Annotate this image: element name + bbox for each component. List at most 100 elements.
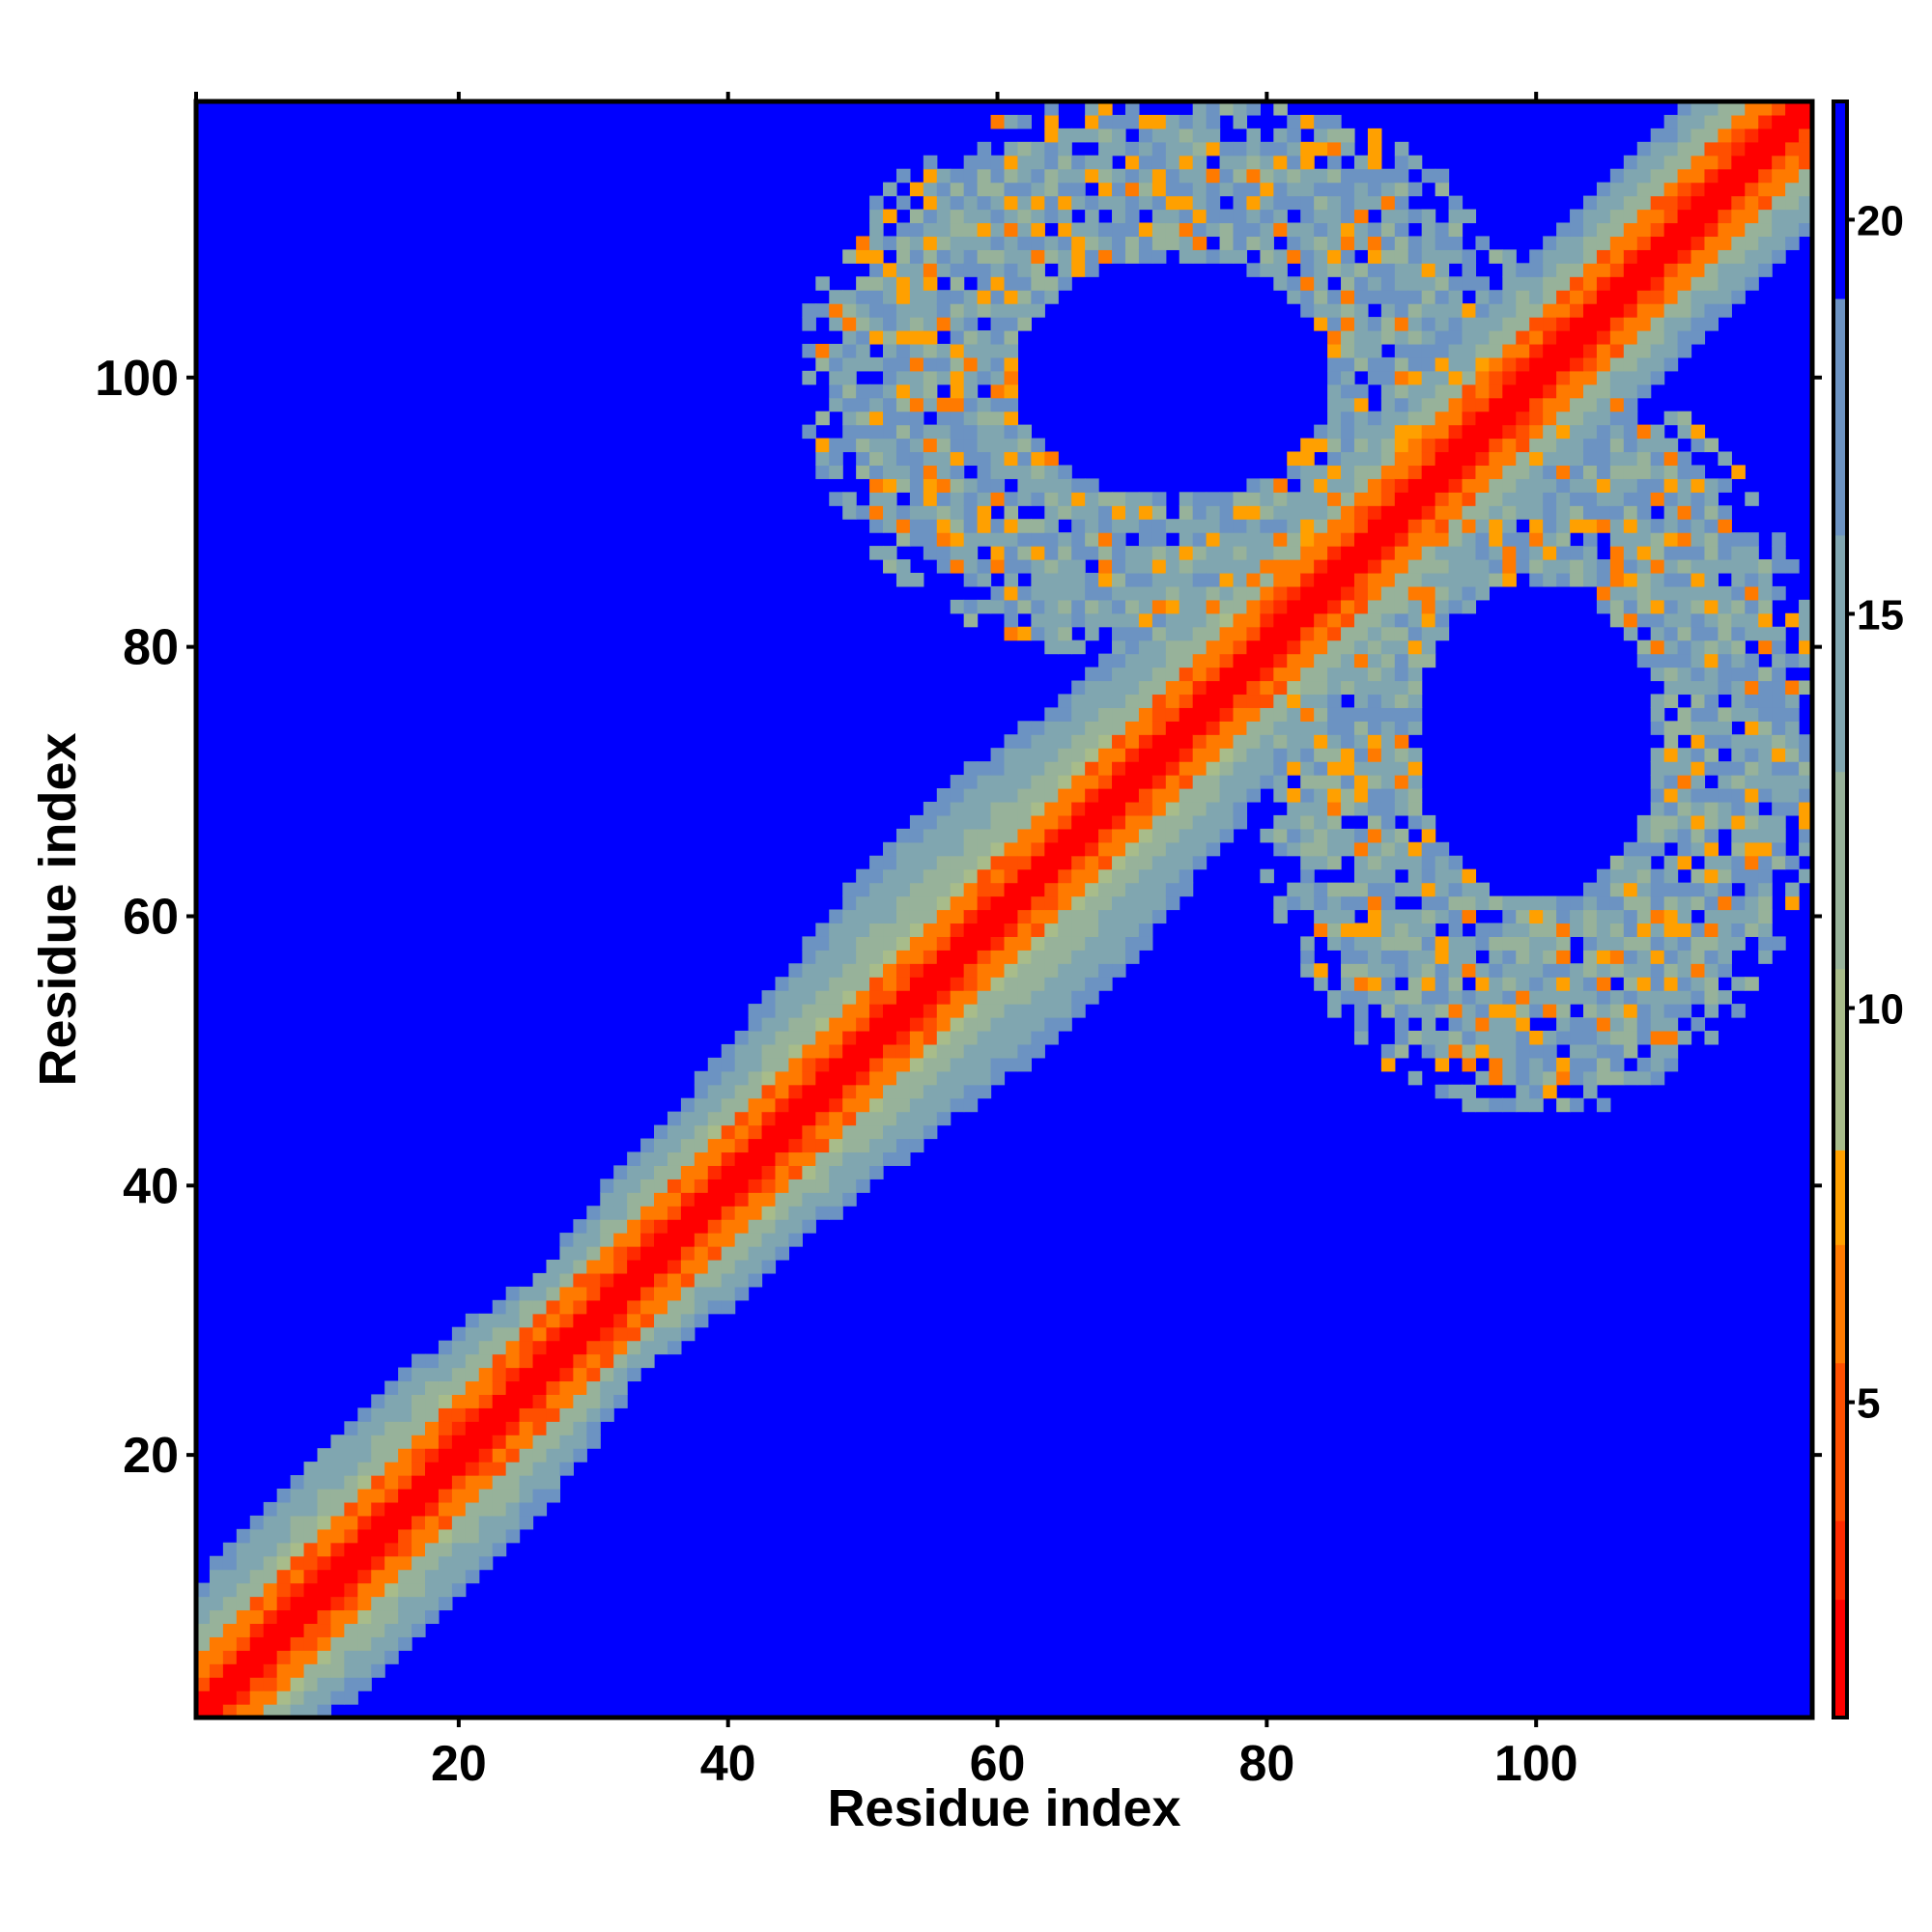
heatmap-cell [1004,303,1019,318]
heatmap-cell [977,330,992,345]
heatmap-cell [1314,249,1328,264]
heatmap-cell [883,465,897,479]
heatmap-cell [1017,290,1032,304]
heatmap-cell [546,1448,561,1463]
heatmap-cell [829,317,843,331]
heatmap-cell [883,343,897,358]
heatmap-cell [1663,963,1679,978]
heatmap-cell [1745,721,1759,735]
heatmap-cell [1650,438,1665,453]
heatmap-cell [1650,317,1665,331]
heatmap-cell [1273,546,1288,560]
heatmap-cell [1112,936,1126,951]
heatmap-cell [1192,546,1208,560]
heatmap-cell [775,1179,790,1193]
heatmap-cell [425,1462,440,1476]
heatmap-cell [1300,895,1315,911]
heatmap-cell [451,1448,467,1463]
heatmap-cell [330,1636,345,1651]
heatmap-cell [895,963,911,978]
heatmap-cell [734,1124,750,1140]
heatmap-cell [1380,397,1396,412]
heatmap-cell [1475,559,1490,574]
heatmap-cell [1367,438,1382,453]
heatmap-cell [1663,263,1679,277]
heatmap-cell [1367,855,1382,870]
heatmap-cell [1704,182,1719,197]
heatmap-cell [1327,290,1342,304]
heatmap-cell [586,1435,601,1449]
heatmap-cell [1085,882,1099,897]
heatmap-cell [1314,895,1328,911]
heatmap-cell [1636,465,1652,479]
y-tick-label: 60 [123,889,179,945]
heatmap-cell [1138,236,1153,250]
heatmap-cell [640,1219,655,1234]
heatmap-cell [1650,356,1665,372]
heatmap-cell [1529,343,1544,358]
heatmap-cell [990,303,1006,318]
heatmap-cell [1677,276,1692,291]
heatmap-cell [1085,532,1099,547]
heatmap-cell [909,990,924,1005]
heatmap-cell [1609,1030,1625,1045]
heatmap-cell [1300,761,1315,776]
heatmap-cell [1529,249,1544,264]
heatmap-cell [1623,478,1638,493]
heatmap-cell [936,1030,952,1045]
heatmap-cell [1596,585,1611,601]
heatmap-cell [1799,101,1813,116]
heatmap-cell [1609,356,1625,372]
heatmap-cell [977,775,992,789]
heatmap-cell [1570,572,1584,587]
heatmap-cell [398,1394,412,1408]
heatmap-cell [1058,977,1072,991]
heatmap-cell [532,1475,548,1490]
heatmap-cell [303,1462,319,1476]
heatmap-cell [1394,694,1409,708]
heatmap-cell [1314,828,1328,843]
heatmap-cell [276,1488,292,1503]
heatmap-cell [1071,694,1086,708]
heatmap-cell [895,330,911,345]
heatmap-cell [1556,963,1571,978]
heatmap-cell [963,936,979,951]
heatmap-cell [1300,182,1315,197]
heatmap-cell [1421,397,1436,412]
heatmap-cell [1341,424,1355,440]
heatmap-cell [1367,814,1382,830]
heatmap-cell [1489,343,1503,358]
heatmap-cell [909,1124,924,1140]
heatmap-cell [1650,761,1665,776]
heatmap-cell [1058,694,1072,708]
heatmap-cell [1582,384,1598,399]
heatmap-cell [1327,707,1342,722]
heatmap-cell [1004,1030,1019,1045]
heatmap-cell [1407,639,1423,655]
heatmap-cell [384,1488,399,1503]
heatmap-cell [869,209,884,224]
heatmap-cell [1543,236,1557,250]
heatmap-cell [1582,317,1598,331]
heatmap-cell [1502,1057,1517,1072]
heatmap-cell [1380,990,1396,1005]
heatmap-cell [1556,424,1571,440]
heatmap-cell [1353,276,1369,291]
heatmap-cell [1421,977,1436,991]
heatmap-cell [963,546,979,560]
heatmap-cell [1731,532,1746,547]
heatmap-cell [1650,370,1665,385]
heatmap-cell [1044,841,1059,857]
heatmap-cell [1799,841,1813,857]
heatmap-cell [856,963,870,978]
heatmap-cell [909,343,924,358]
heatmap-cell [1489,356,1503,372]
heatmap-cell [950,222,965,238]
heatmap-cell [1017,814,1032,830]
heatmap-cell [1772,559,1786,574]
heatmap-cell [1098,775,1113,789]
heatmap-cell [290,1501,305,1517]
heatmap-cell [1407,923,1423,937]
heatmap-cell [761,1057,777,1072]
heatmap-cell [1367,276,1382,291]
